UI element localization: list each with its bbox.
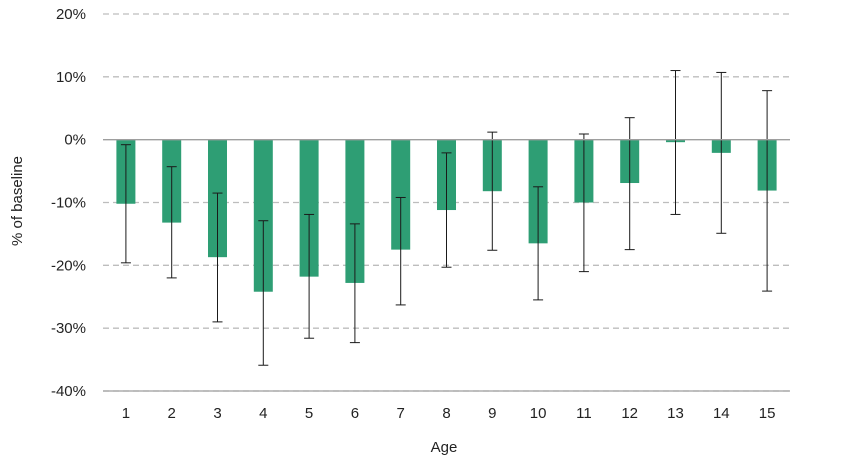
error-bar: [395, 196, 406, 306]
x-tick-label: 10: [530, 405, 547, 422]
error-bar: [166, 166, 177, 279]
y-tick-label: 10%: [56, 69, 86, 86]
x-tick-label: 15: [759, 405, 776, 422]
y-tick-label: -30%: [51, 320, 86, 337]
y-tick-label: -10%: [51, 195, 86, 212]
y-tick-label: -40%: [51, 383, 86, 400]
bar: [391, 139, 411, 250]
x-tick-label: 14: [713, 405, 730, 422]
x-tick-label: 13: [667, 405, 684, 422]
y-tick-label: 0%: [64, 132, 86, 149]
y-axis-title: % of baseline: [9, 156, 26, 246]
error-bar: [670, 70, 681, 215]
bar: [253, 139, 273, 292]
x-tick-label: 5: [305, 405, 313, 422]
x-tick-label: 8: [442, 405, 450, 422]
y-tick-label: -20%: [51, 257, 86, 274]
error-bar: [624, 117, 635, 251]
error-bar: [533, 186, 544, 301]
x-tick-label: 7: [397, 405, 405, 422]
error-bar: [258, 220, 269, 366]
error-bars: [120, 70, 773, 366]
error-bar: [120, 144, 131, 264]
bar: [345, 139, 365, 283]
x-tick-label: 3: [213, 405, 221, 422]
x-tick-label: 11: [576, 405, 592, 422]
x-tick-label: 2: [168, 405, 176, 422]
x-tick-label: 4: [259, 405, 267, 422]
bar: [299, 139, 319, 277]
error-bar: [441, 152, 452, 268]
error-bar: [578, 133, 589, 273]
x-tick-label: 1: [122, 405, 130, 422]
error-bar: [349, 223, 360, 344]
error-bar: [304, 213, 315, 339]
error-bar: [487, 131, 498, 251]
tick-labels: 20%10%0%-10%-20%-30%-40%1 2 3 4 5 6 7 8 9 10 11 12 1…: [51, 6, 775, 422]
x-tick-label: 12: [621, 405, 638, 422]
error-bar: [716, 71, 727, 234]
axes: [103, 139, 790, 392]
x-tick-label: 9: [488, 405, 496, 422]
error-bar: [212, 192, 223, 323]
x-tick-label: 6: [351, 405, 359, 422]
x-axis-title: Age: [431, 439, 458, 456]
error-bar: [762, 90, 773, 292]
y-tick-label: 20%: [56, 6, 86, 23]
